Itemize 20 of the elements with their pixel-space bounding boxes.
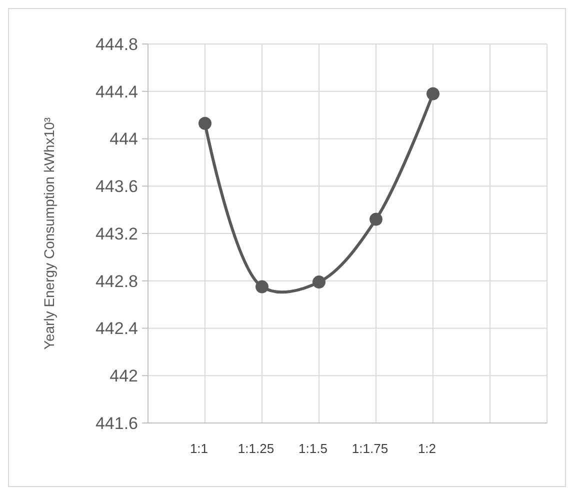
x-tick-label: 1:1.5 <box>298 441 328 456</box>
y-tick-label: 442 <box>110 366 138 386</box>
x-tick-label: 1:1 <box>190 441 208 456</box>
y-tick-label: 444.8 <box>95 34 138 54</box>
y-axis-title: Yearly Energy Consumption kWhx10³ <box>41 117 57 350</box>
point <box>312 276 326 289</box>
x-tick-label: 1:1.25 <box>238 441 274 456</box>
y-tick-label: 444 <box>110 130 138 149</box>
y-tick-label: 444.4 <box>95 82 138 102</box>
x-tick-label: 1:1.75 <box>352 441 388 456</box>
y-tick-label: 443.6 <box>95 177 138 196</box>
y-tick-label: 442.8 <box>95 272 138 291</box>
point <box>256 280 268 294</box>
point <box>198 116 212 130</box>
x-tick-label: 1:2 <box>418 441 436 456</box>
point <box>426 87 440 100</box>
y-tick-label: 442.4 <box>95 319 138 338</box>
y-tick-label: 441.6 <box>95 414 138 433</box>
point <box>370 212 382 226</box>
y-tick-label: 443.2 <box>95 224 138 244</box>
